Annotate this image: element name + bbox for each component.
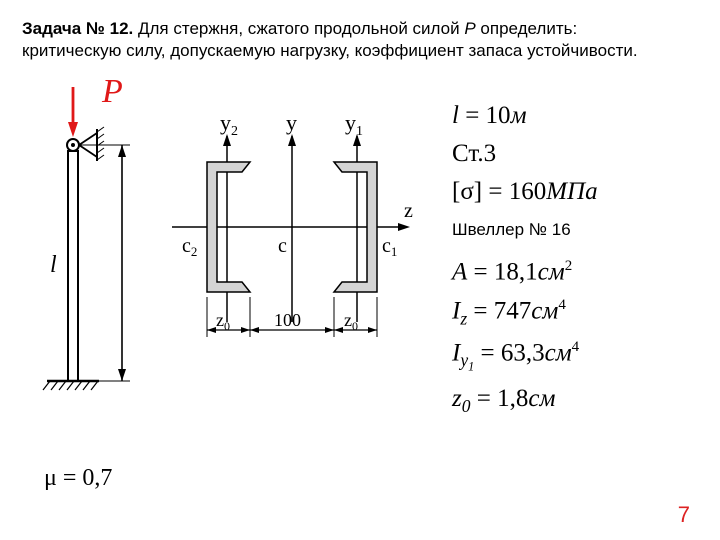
length-label: l (50, 252, 57, 278)
param-z0: z0 = 1,8см (452, 385, 698, 417)
svg-text:c2: c2 (182, 235, 197, 259)
mu-value: μ = 0,7 (44, 465, 162, 492)
svg-text:y: y (286, 112, 297, 135)
param-iy1: Iy1 = 63,3см4 (452, 339, 698, 375)
rod-diagram: P (22, 72, 162, 492)
page-number: 7 (678, 502, 690, 528)
svg-text:y1: y1 (345, 112, 363, 139)
svg-text:c: c (278, 235, 287, 257)
param-iz: Iz = 747см4 (452, 297, 698, 329)
svg-text:c1: c1 (382, 235, 397, 259)
param-steel: Ст.3 (452, 140, 698, 168)
svg-text:z: z (404, 200, 413, 222)
problem-statement: Задача № 12. Для стержня, сжатого продол… (22, 18, 698, 62)
param-sigma: [σ] = 160МПа (452, 178, 698, 206)
svg-text:z0: z0 (216, 310, 230, 333)
parameters: l = 10м Ст.3 [σ] = 160МПа Швеллер № 16 A… (422, 102, 698, 426)
svg-text:100: 100 (274, 310, 301, 330)
channel-label: Швеллер № 16 (452, 220, 698, 240)
svg-text:z0: z0 (344, 310, 358, 333)
force-p-label: P (101, 73, 123, 110)
problem-title: Задача № 12. (22, 19, 133, 38)
param-a: A = 18,1см2 (452, 258, 698, 286)
svg-text:y2: y2 (220, 112, 238, 139)
param-l: l = 10м (452, 102, 698, 130)
cross-section-diagram: y2 y y1 z c2 c c1 (162, 112, 422, 377)
